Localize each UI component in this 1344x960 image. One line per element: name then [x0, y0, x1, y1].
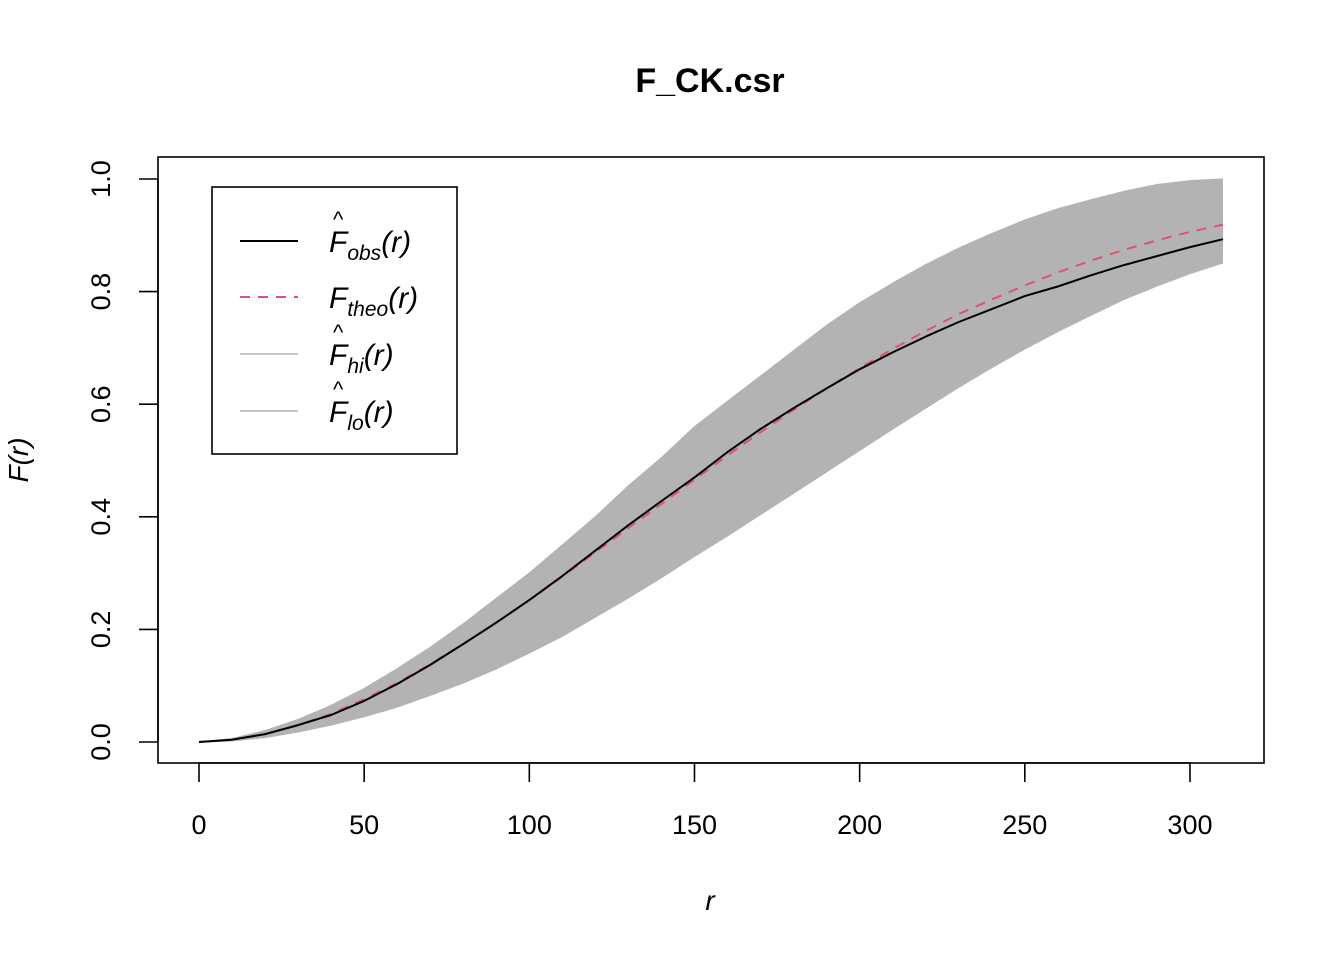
legend-label-hi: Fhi(r) [329, 339, 394, 378]
legend-hat-obs: ^ [333, 207, 344, 232]
x-axis-label: r [705, 885, 716, 916]
series-line-hi [198, 178, 1224, 743]
legend-label-lo: Flo(r) [329, 396, 394, 435]
x-tick-label: 100 [507, 810, 552, 840]
legend-box [211, 186, 458, 455]
chart-title: F_CK.csr [635, 62, 784, 100]
x-axis: 0 50 100 150 200 250 300 [191, 762, 1212, 840]
x-tick-label: 50 [349, 810, 379, 840]
legend-hat-hi: ^ [333, 320, 344, 345]
legend-hat-lo: ^ [333, 377, 344, 402]
y-axis: 0.0 0.2 0.4 0.6 0.8 1.0 [86, 160, 159, 761]
y-tick-label: 0.6 [86, 385, 116, 423]
x-tick-label: 150 [672, 810, 717, 840]
y-axis-label: F(r) [3, 437, 34, 482]
y-tick-label: 0.4 [86, 498, 116, 536]
x-tick-label: 300 [1167, 810, 1212, 840]
legend: Fobs(r)^Ftheo(r)Fhi(r)^Flo(r)^ [211, 186, 458, 455]
series-line-lo [198, 262, 1224, 743]
series-line-obs [198, 238, 1224, 743]
y-tick-label: 0.2 [86, 611, 116, 649]
x-tick-label: 200 [837, 810, 882, 840]
x-tick-label: 0 [191, 810, 206, 840]
x-tick-label: 250 [1002, 810, 1047, 840]
y-tick-label: 1.0 [86, 160, 116, 198]
legend-label-theo: Ftheo(r) [329, 282, 418, 321]
y-tick-label: 0.8 [86, 273, 116, 311]
legend-label-obs: Fobs(r) [329, 226, 411, 265]
series-layer [198, 178, 1224, 743]
y-tick-label: 0.0 [86, 723, 116, 761]
